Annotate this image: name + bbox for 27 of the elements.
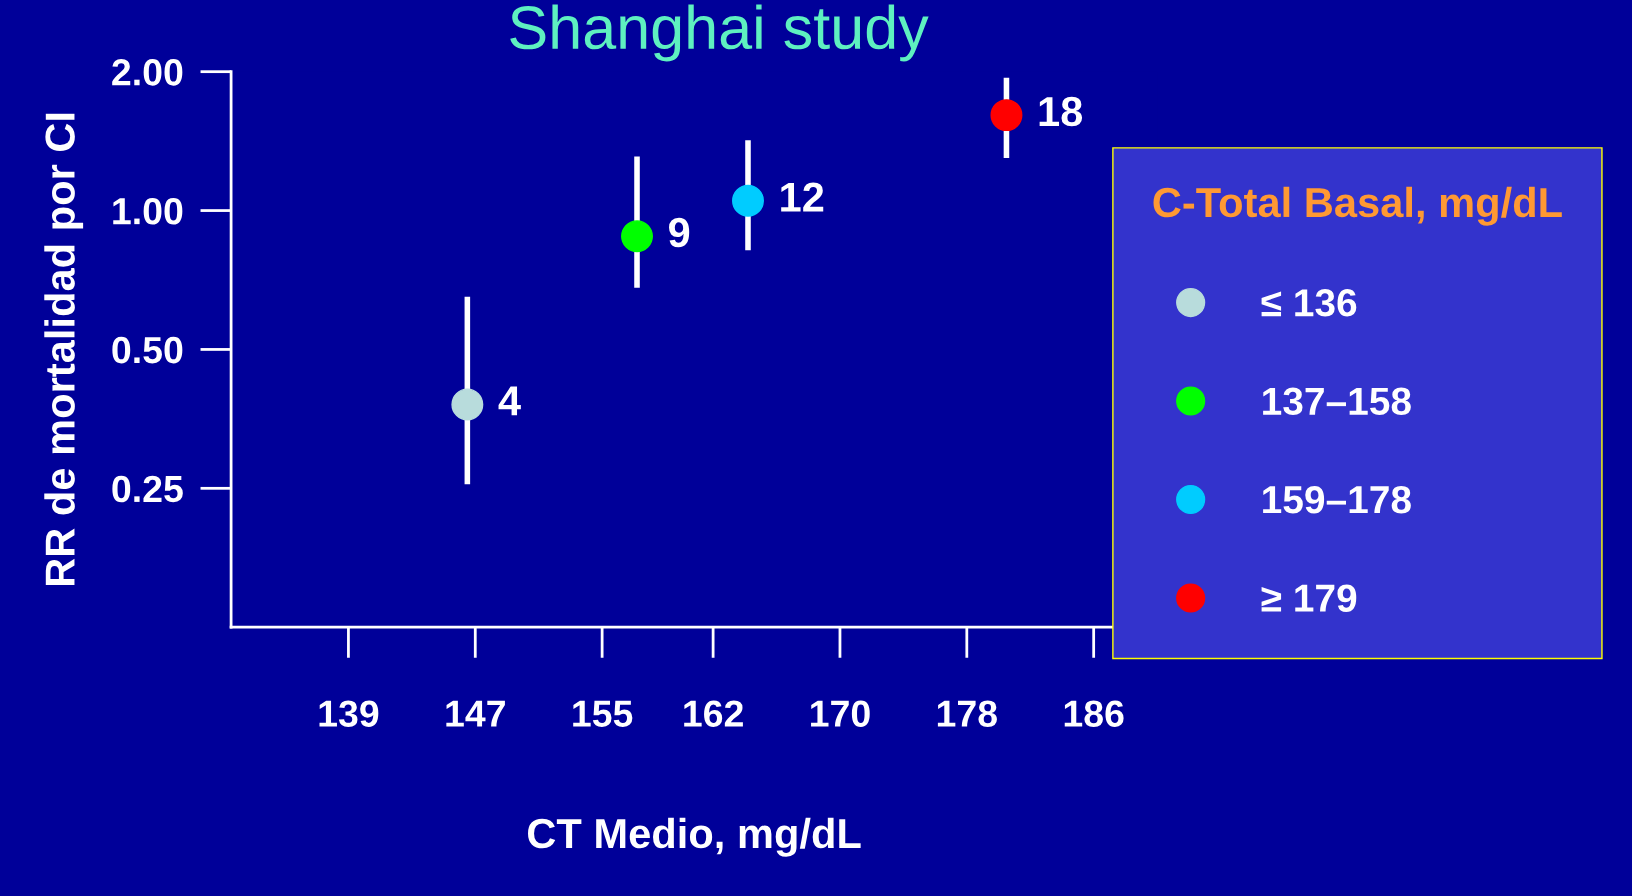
y-tick-label: 0.50 xyxy=(112,336,183,364)
x-tick-label: 170 xyxy=(811,700,870,727)
legend-label: ≥ 179 xyxy=(1261,584,1357,612)
annotation: 9 xyxy=(669,217,690,248)
y-axis-title: RR de mortalidad por CI xyxy=(44,113,84,586)
annotation: 4 xyxy=(498,386,521,416)
legend-label: 137–158 xyxy=(1263,387,1411,416)
point xyxy=(451,388,484,421)
x-tick-label: 178 xyxy=(937,700,997,727)
x-tick-label: 147 xyxy=(446,700,505,727)
point xyxy=(732,184,764,217)
annotation: 12 xyxy=(781,182,824,212)
y-tick-label: 1.00 xyxy=(113,197,183,225)
y-tick-label: 2.00 xyxy=(112,59,183,86)
chart-title: Shanghai study xyxy=(510,4,929,62)
legend-title: C-Total Basal, mg/dL xyxy=(1153,186,1562,226)
annotation: 18 xyxy=(1039,96,1083,127)
legend-label: 159–178 xyxy=(1263,485,1411,514)
x-tick-label: 162 xyxy=(684,700,743,727)
y-tick-label: 0.25 xyxy=(112,475,183,503)
point xyxy=(621,220,653,253)
x-tick-label: 139 xyxy=(319,700,379,728)
x-tick-label: 155 xyxy=(573,700,633,727)
x-axis-title: CT Medio, mg/dL xyxy=(528,817,861,857)
legend-label: ≤ 136 xyxy=(1261,289,1357,317)
point xyxy=(990,99,1023,132)
x-tick-label: 186 xyxy=(1064,700,1124,727)
